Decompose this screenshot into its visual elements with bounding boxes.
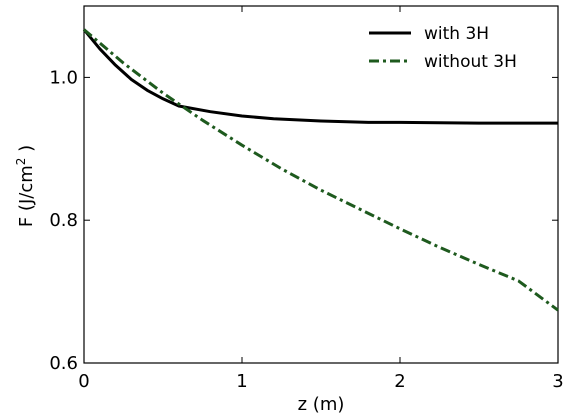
x-tick-label: 2	[394, 371, 405, 392]
x-tick-label: 1	[236, 371, 247, 392]
x-tick-label: 0	[78, 371, 89, 392]
y-tick-label: 0.6	[49, 353, 78, 374]
legend-label-1: with 3H	[424, 24, 489, 44]
x-tick-label: 3	[552, 371, 563, 392]
y-axis: 0.6 0.8 1.0	[49, 67, 558, 374]
x-axis-label: z (m)	[298, 394, 345, 415]
y-tick-label: 1.0	[49, 67, 78, 88]
legend-label-2: without 3H	[424, 52, 517, 72]
y-tick-label: 0.8	[49, 210, 78, 231]
y-axis-label: F (J/cm2 )	[14, 145, 37, 227]
series-line-1	[82, 28, 558, 125]
plot-frame	[83, 5, 559, 364]
x-axis: 0 1 2 3	[78, 6, 563, 392]
series-layer	[82, 28, 559, 312]
legend: with 3H without 3H	[369, 24, 517, 72]
